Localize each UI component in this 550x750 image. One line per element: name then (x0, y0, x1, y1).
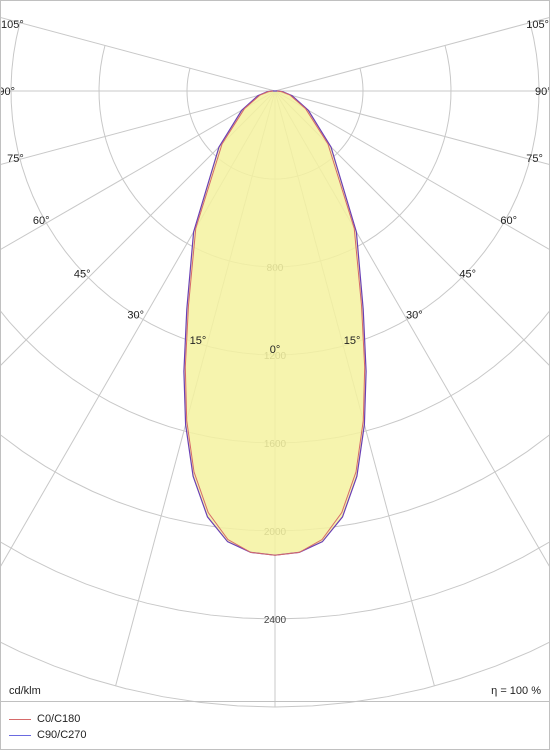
svg-text:105°: 105° (1, 19, 24, 31)
legend-item: C90/C270 (9, 729, 87, 741)
footer-right-label: η = 100 % (491, 685, 541, 697)
svg-text:105°: 105° (526, 19, 549, 31)
svg-text:15°: 15° (344, 335, 361, 347)
svg-text:60°: 60° (500, 215, 517, 227)
svg-text:30°: 30° (406, 309, 423, 321)
svg-text:45°: 45° (74, 268, 91, 280)
legend: C0/C180 C90/C270 (9, 709, 87, 741)
legend-item: C0/C180 (9, 713, 87, 725)
footer-left-label: cd/klm (9, 685, 41, 697)
svg-text:90°: 90° (535, 86, 549, 98)
legend-swatch-icon (9, 735, 31, 736)
polar-chart-container: { "chart": { "type": "polar-photometric"… (0, 0, 550, 750)
svg-text:0°: 0° (270, 344, 281, 356)
svg-text:30°: 30° (127, 309, 144, 321)
svg-text:60°: 60° (33, 215, 50, 227)
legend-swatch-icon (9, 719, 31, 720)
footer-divider (1, 701, 549, 702)
legend-label: C0/C180 (37, 713, 80, 725)
legend-label: C90/C270 (37, 729, 87, 741)
svg-text:15°: 15° (190, 335, 207, 347)
svg-text:45°: 45° (459, 268, 476, 280)
svg-text:75°: 75° (526, 153, 543, 165)
polar-chart-svg: 80012001600200024000°15°15°30°30°45°45°6… (1, 1, 549, 749)
svg-text:90°: 90° (1, 86, 15, 98)
svg-text:75°: 75° (7, 153, 24, 165)
